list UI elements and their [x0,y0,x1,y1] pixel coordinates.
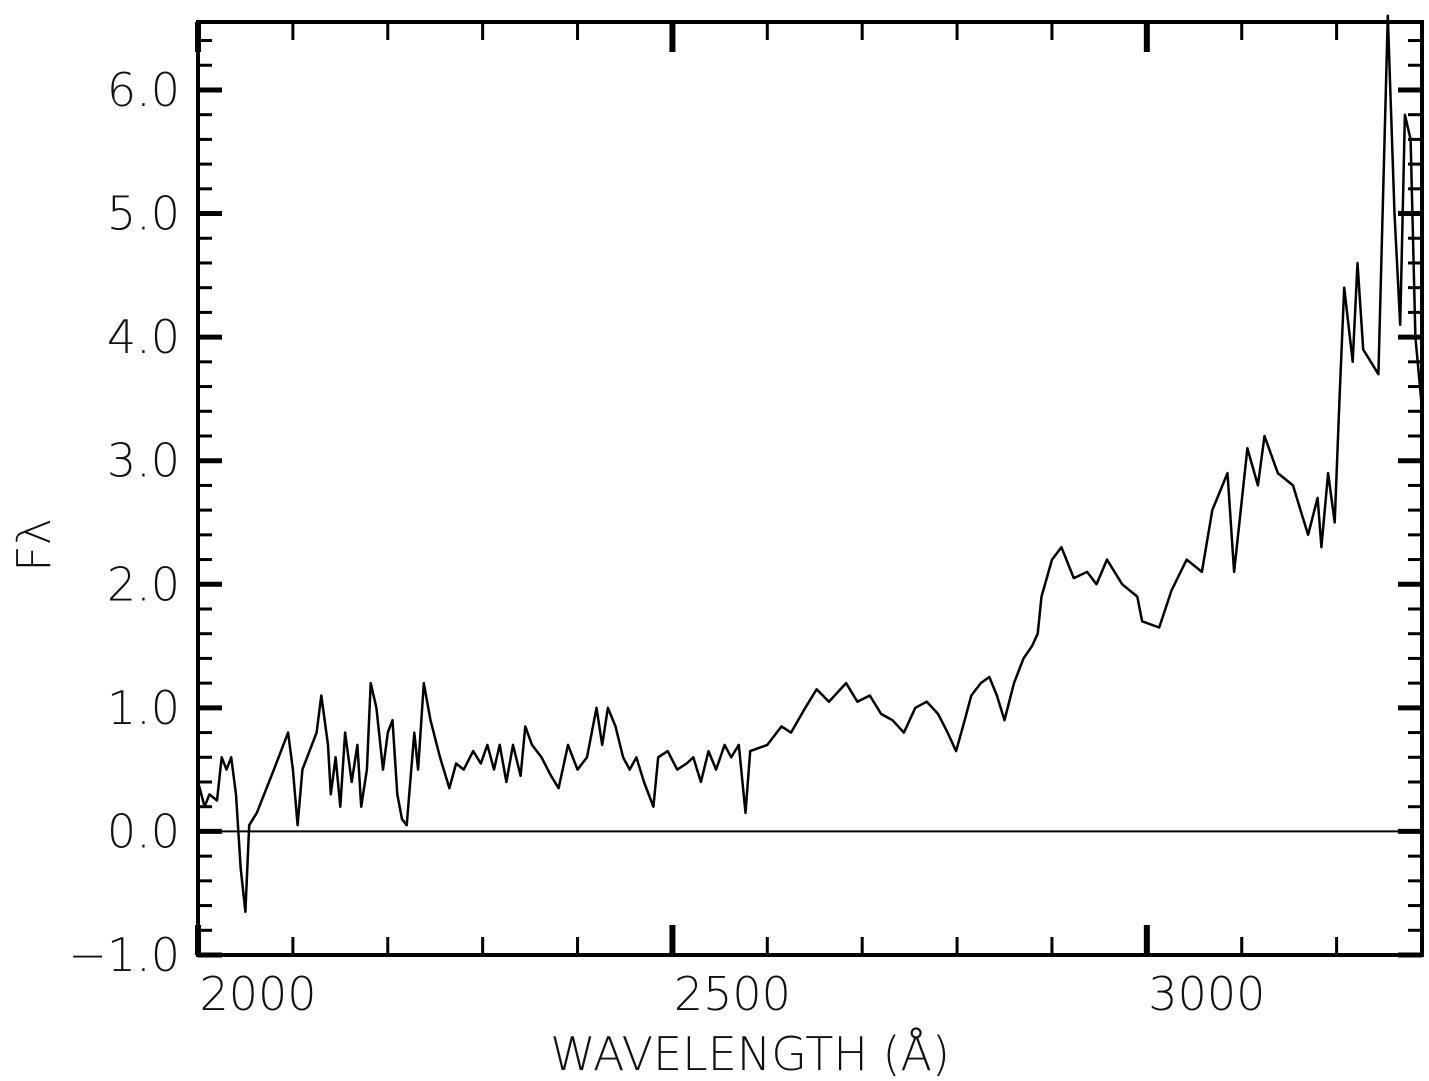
x-axis-label: WAVELENGTH (Å) [550,1027,950,1081]
y-tick-label: 3.0 [107,434,180,488]
x-tick-label: 3000 [1148,967,1265,1021]
x-tick-label: 2000 [199,967,316,1021]
spectrum-line [196,14,1423,913]
x-tick-label: 2500 [674,967,791,1021]
y-tick-label: 6.0 [107,63,180,117]
y-tick-label: 1.0 [107,681,180,735]
y-tick-label: 4.0 [107,310,180,364]
y-tick-label: 2.0 [107,557,180,611]
y-tick-label: 0.0 [107,804,180,858]
plot-frame [196,20,1424,957]
y-axis-label: Fλ [7,518,61,572]
y-tick-label: −1.0 [68,928,180,982]
y-tick-label: 5.0 [107,187,180,241]
